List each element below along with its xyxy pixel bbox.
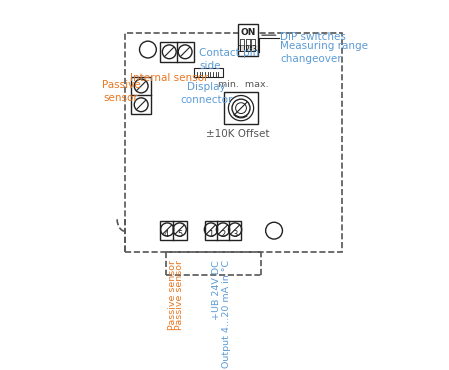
Text: 1 2 3: 1 2 3 — [238, 46, 257, 54]
Text: 1: 1 — [208, 230, 214, 239]
FancyBboxPatch shape — [246, 39, 250, 45]
Text: Passive
sensor: Passive sensor — [101, 80, 140, 103]
FancyBboxPatch shape — [205, 221, 241, 240]
Text: Display
connector: Display connector — [180, 82, 233, 105]
Text: 5: 5 — [177, 230, 183, 239]
FancyBboxPatch shape — [251, 39, 255, 51]
FancyBboxPatch shape — [160, 221, 187, 240]
FancyBboxPatch shape — [240, 39, 244, 45]
FancyBboxPatch shape — [240, 39, 244, 51]
Text: 4: 4 — [164, 230, 169, 239]
FancyBboxPatch shape — [246, 39, 250, 51]
Text: 3: 3 — [233, 230, 238, 239]
FancyBboxPatch shape — [251, 39, 255, 45]
FancyBboxPatch shape — [160, 42, 194, 61]
Text: Contact pin
side: Contact pin side — [199, 48, 259, 71]
Text: Internal sensor: Internal sensor — [130, 73, 208, 83]
FancyBboxPatch shape — [238, 24, 258, 56]
Text: Passive sensor: Passive sensor — [175, 260, 184, 330]
Text: 2: 2 — [220, 230, 226, 239]
Text: min.  max.: min. max. — [219, 80, 269, 89]
Text: Passive sensor: Passive sensor — [168, 260, 177, 330]
FancyBboxPatch shape — [194, 68, 223, 77]
Text: +UB 24V DC: +UB 24V DC — [212, 260, 221, 320]
Text: Output 4…20 mA in °C: Output 4…20 mA in °C — [222, 260, 231, 368]
Text: Measuring range
changeover: Measuring range changeover — [280, 41, 368, 64]
FancyBboxPatch shape — [224, 92, 258, 124]
Text: ON: ON — [240, 28, 255, 37]
Text: ±10K Offset: ±10K Offset — [206, 129, 270, 139]
FancyBboxPatch shape — [132, 77, 151, 114]
Text: DIP switches: DIP switches — [280, 31, 346, 41]
